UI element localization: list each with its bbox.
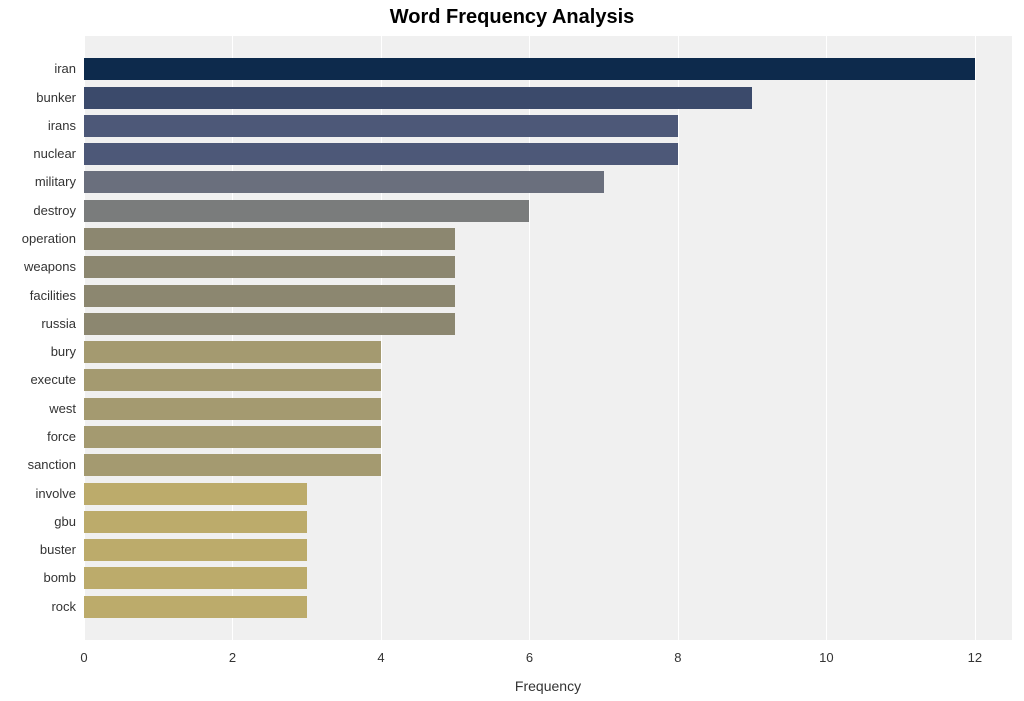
- bar: [84, 596, 307, 618]
- y-tick-label: force: [0, 429, 76, 444]
- bar: [84, 369, 381, 391]
- bar: [84, 256, 455, 278]
- bar: [84, 539, 307, 561]
- plot-area: [84, 36, 1012, 640]
- bar: [84, 341, 381, 363]
- y-tick-label: destroy: [0, 203, 76, 218]
- bar: [84, 313, 455, 335]
- x-tick-label: 6: [526, 650, 533, 665]
- bar: [84, 58, 975, 80]
- bar: [84, 454, 381, 476]
- chart-title: Word Frequency Analysis: [0, 6, 1024, 29]
- x-tick-label: 12: [968, 650, 982, 665]
- chart-container: Word Frequency Analysis Frequency iran bu…: [0, 0, 1024, 701]
- gridline: [826, 36, 827, 640]
- x-tick-label: 2: [229, 650, 236, 665]
- bar: [84, 115, 678, 137]
- bar: [84, 228, 455, 250]
- y-tick-label: west: [0, 401, 76, 416]
- y-tick-label: rock: [0, 599, 76, 614]
- y-tick-label: iran: [0, 61, 76, 76]
- y-tick-label: irans: [0, 118, 76, 133]
- y-tick-label: sanction: [0, 457, 76, 472]
- x-tick-label: 10: [819, 650, 833, 665]
- bar: [84, 511, 307, 533]
- x-axis-label: Frequency: [84, 678, 1012, 694]
- y-tick-label: russia: [0, 316, 76, 331]
- bar: [84, 87, 752, 109]
- x-tick-label: 0: [80, 650, 87, 665]
- y-tick-label: bomb: [0, 570, 76, 585]
- y-tick-label: involve: [0, 486, 76, 501]
- x-tick-label: 4: [377, 650, 384, 665]
- y-tick-label: nuclear: [0, 146, 76, 161]
- gridline: [975, 36, 976, 640]
- y-tick-label: weapons: [0, 259, 76, 274]
- gridline: [678, 36, 679, 640]
- bar: [84, 143, 678, 165]
- y-tick-label: gbu: [0, 514, 76, 529]
- y-tick-label: execute: [0, 372, 76, 387]
- x-tick-label: 8: [674, 650, 681, 665]
- bar: [84, 567, 307, 589]
- bar: [84, 398, 381, 420]
- y-tick-label: military: [0, 174, 76, 189]
- y-tick-label: bury: [0, 344, 76, 359]
- bar: [84, 426, 381, 448]
- bar: [84, 171, 604, 193]
- y-tick-label: facilities: [0, 288, 76, 303]
- y-tick-label: operation: [0, 231, 76, 246]
- y-tick-label: buster: [0, 542, 76, 557]
- y-tick-label: bunker: [0, 90, 76, 105]
- bar: [84, 200, 529, 222]
- bar: [84, 483, 307, 505]
- bar: [84, 285, 455, 307]
